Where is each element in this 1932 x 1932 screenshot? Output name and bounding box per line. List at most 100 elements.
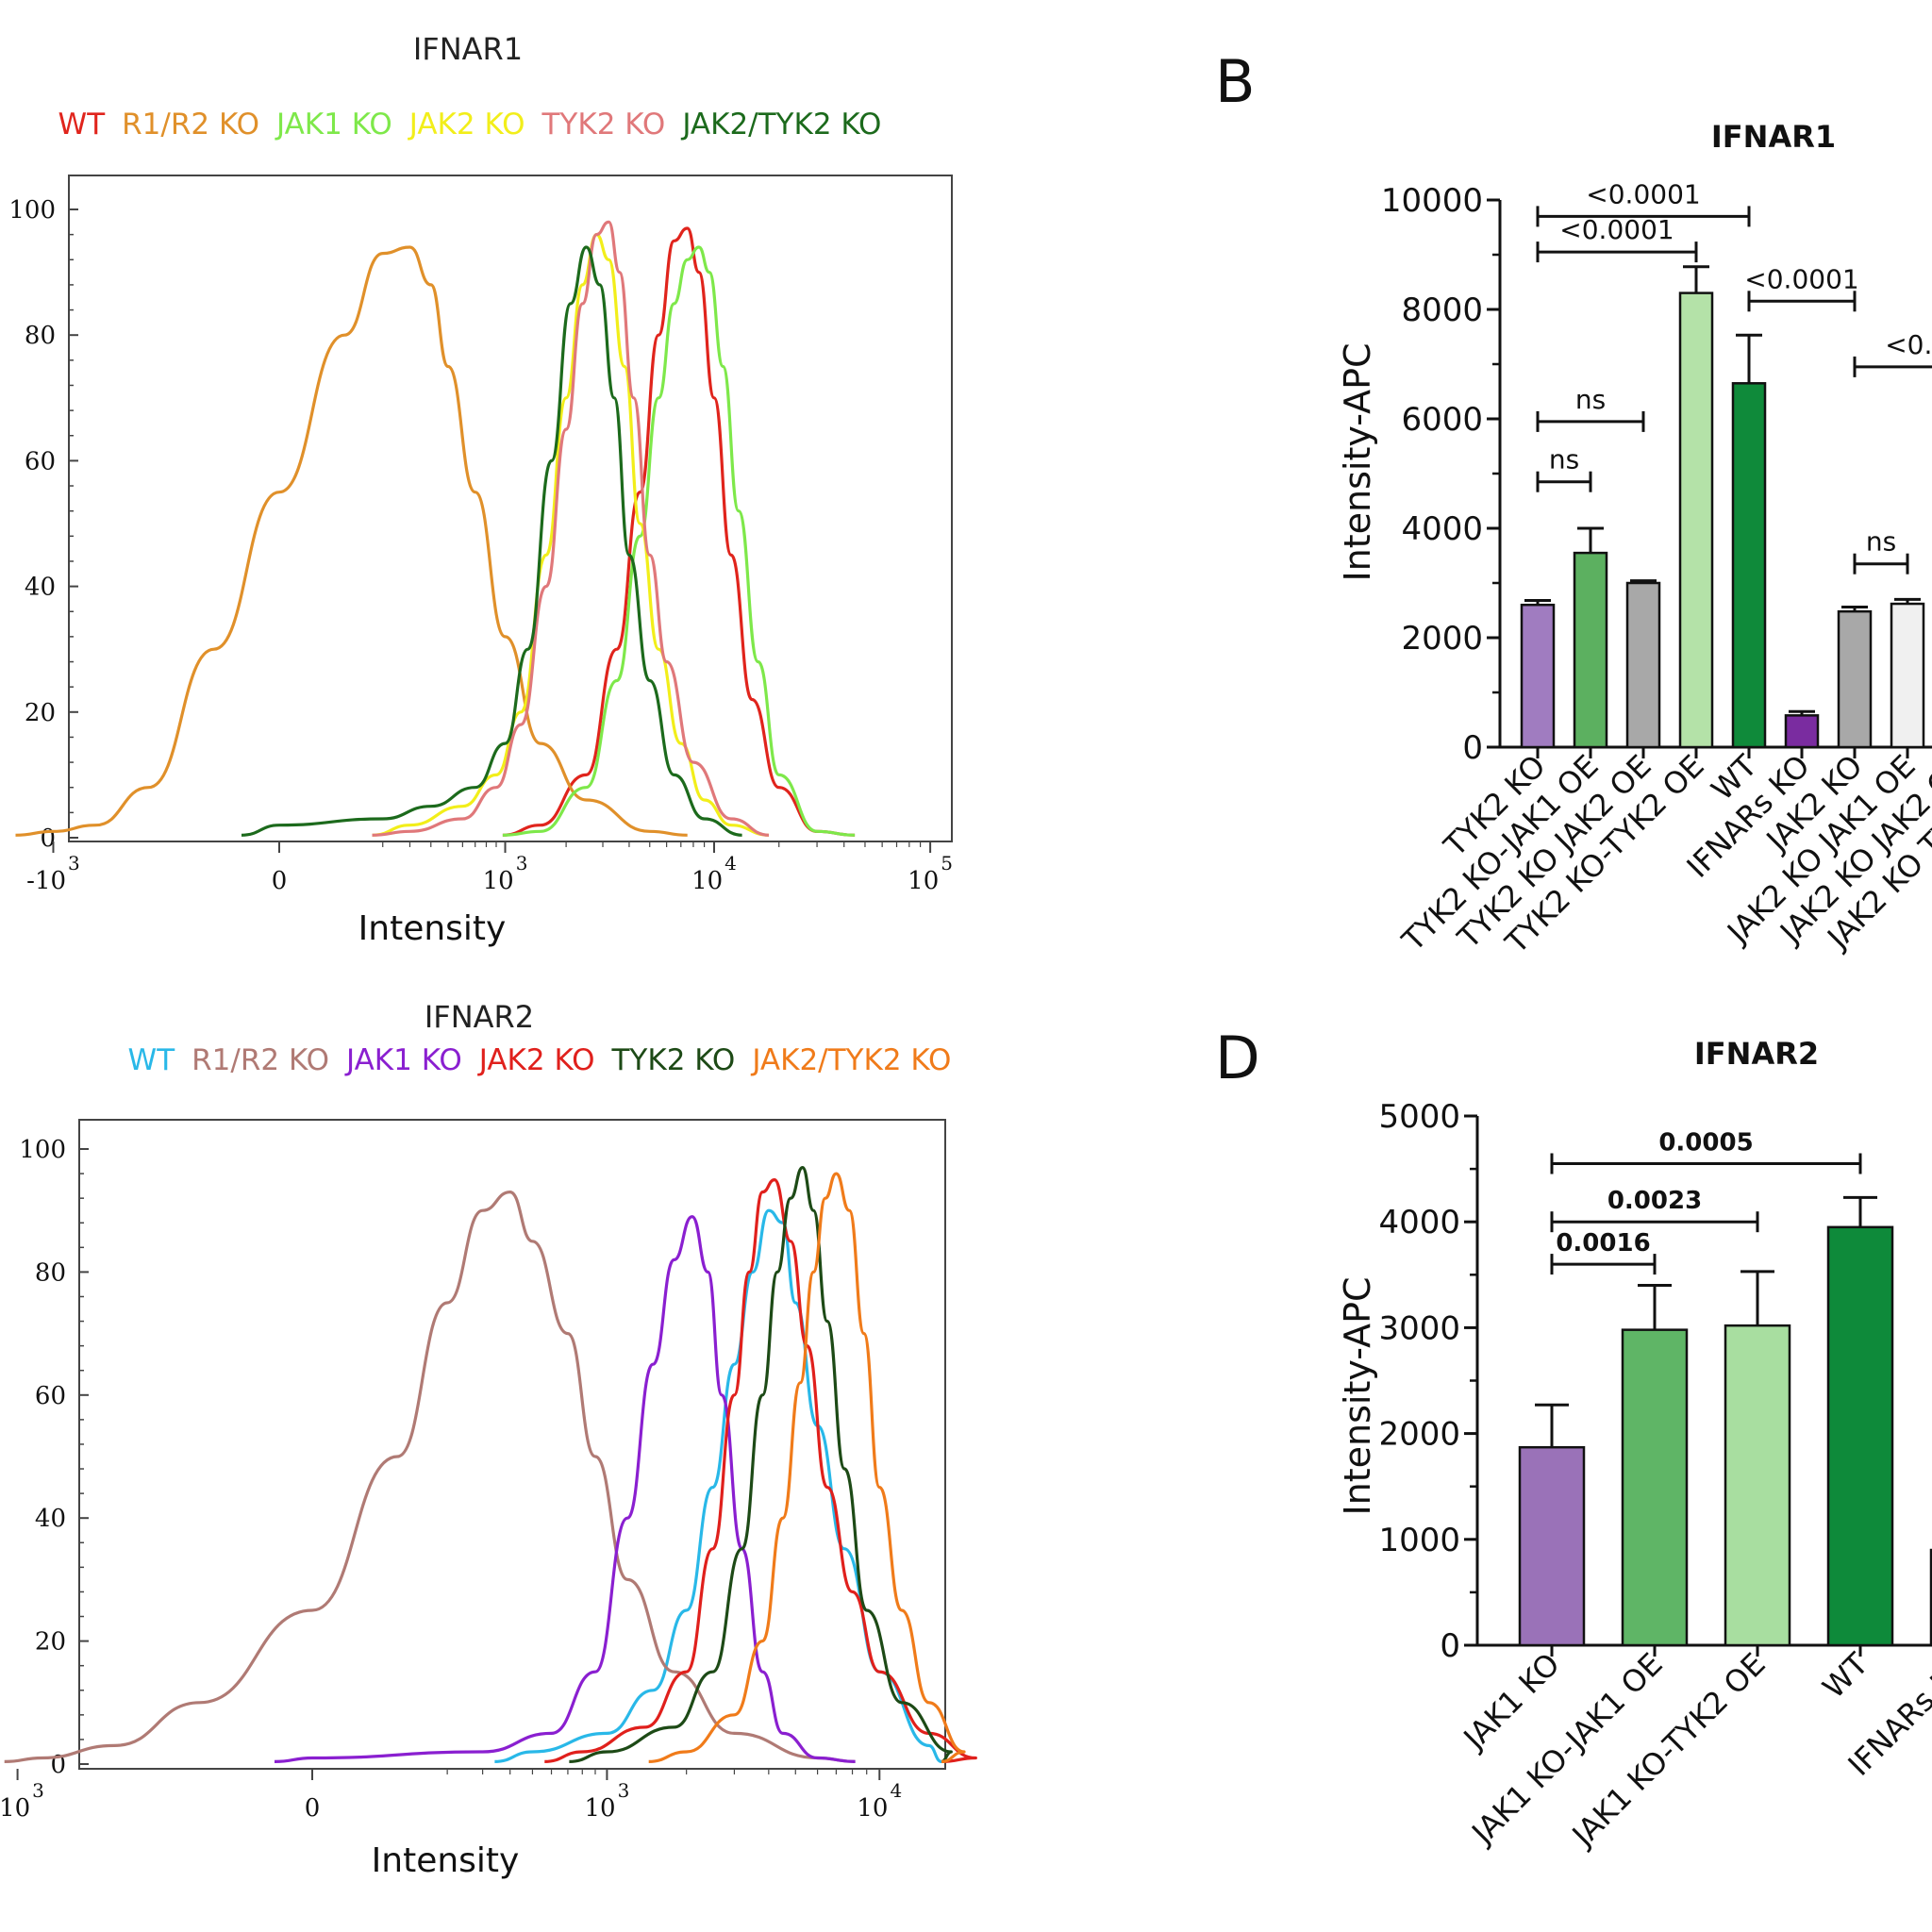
- hist-ifnar2-y-tick-label: 80: [35, 1258, 66, 1287]
- hist-ifnar1-y-tick-label: 40: [25, 574, 56, 602]
- hist-ifnar1-curve-r1-r2-ko: [15, 245, 688, 837]
- bar-ifnar2-sig-label: 0.0023: [1607, 1187, 1702, 1215]
- bar-ifnar2-category-jak1-ko-jak1-oe: JAK1 KO-JAK1 OE: [1463, 1646, 1669, 1852]
- hist-ifnar1-y-tick-label: 60: [25, 447, 56, 475]
- hist-ifnar1-curve-jak1-ko: [502, 245, 856, 837]
- hist-ifnar1-title: IFNAR1: [413, 31, 523, 67]
- bar-ifnar2-y-tick-label: 4000: [1378, 1204, 1460, 1241]
- hist-ifnar2-curve-jak1-ko: [274, 1215, 856, 1763]
- hist-ifnar2-legend-jak2-ko: JAK2 KO: [477, 1043, 595, 1077]
- hist-ifnar2-curve-tyk2-ko: [569, 1166, 953, 1763]
- hist-ifnar1-curve-jak2-ko: [372, 233, 770, 837]
- bar-ifnar2-bars: [1518, 1195, 1932, 1647]
- bar-ifnar2-y-tick-label: 5000: [1378, 1098, 1460, 1136]
- bar-ifnar2-y-label: Intensity-APC: [1337, 1276, 1378, 1515]
- hist-ifnar2-x-tick-label: 0: [305, 1794, 321, 1823]
- hist-ifnar2-x-axis: -103 0 103 104: [0, 1769, 902, 1823]
- hist-ifnar1-legend-jak2-ko: JAK2 KO: [408, 108, 525, 142]
- hist-ifnar1-curve-tyk2-ko: [372, 220, 770, 837]
- hist-ifnar1-legend: WT R1/R2 KO JAK1 KO JAK2 KO TYK2 KO JAK2/TYK2…: [58, 108, 882, 142]
- bar-ifnar1-axes: 0 2000 4000 6000 8000 10000: [1381, 182, 1932, 767]
- bar-ifnar1-bar-tyk2-ko-jak1-oe: [1573, 551, 1608, 749]
- bar-ifnar1-sig-label: ns: [1575, 384, 1606, 415]
- bar-ifnar1-y-tick-label: 0: [1462, 729, 1483, 767]
- bar-ifnar1-bar-tyk2-ko: [1520, 603, 1556, 749]
- bar-ifnar1-sig-label: <0.0001: [1586, 178, 1700, 209]
- bar-ifnar2-y-tick-label: 2000: [1378, 1416, 1460, 1454]
- bar-ifnar2-sig-label: 0.0005: [1658, 1128, 1753, 1157]
- bar-ifnar1-bar-jak2-ko-jak1-oe: [1890, 602, 1925, 749]
- hist-ifnar1-x-tick-label: 105: [908, 852, 953, 895]
- bar-ifnar1-bar-jak2-ko: [1837, 609, 1873, 749]
- hist-ifnar1-x-tick-label: 0: [272, 867, 288, 895]
- hist-ifnar2-curve-r1-r2-ko: [4, 1191, 856, 1763]
- bar-ifnar1-y-tick-label: 8000: [1401, 291, 1483, 329]
- hist-ifnar2-y-tick-label: 60: [35, 1382, 66, 1410]
- hist-ifnar1-curves: [15, 220, 856, 837]
- hist-ifnar2-legend: WT R1/R2 KO JAK1 KO JAK2 KO TYK2 KO JAK2/TYK2…: [128, 1043, 952, 1077]
- bar-ifnar2-bar-jak1-ko-jak1-oe: [1621, 1328, 1689, 1647]
- hist-ifnar1-panel: IFNAR1 WT R1/R2 KO JAK1 KO JAK2 KO TYK2 KO JA…: [8, 31, 953, 948]
- hist-ifnar2-curve-wt: [494, 1208, 942, 1763]
- bar-ifnar1-sig-label: ns: [1866, 526, 1896, 558]
- bar-ifnar1-sig-label: <0.0001: [1744, 263, 1858, 294]
- hist-ifnar1-y-tick-label: 20: [25, 699, 56, 727]
- bar-ifnar1-y-tick-label: 2000: [1401, 620, 1483, 658]
- bar-ifnar2-y-tick-label: 3000: [1378, 1309, 1460, 1347]
- panel-letter-d: D: [1215, 1024, 1260, 1092]
- hist-ifnar2-x-label: Intensity: [372, 1841, 520, 1880]
- bar-ifnar1-y-label: Intensity-APC: [1337, 342, 1378, 581]
- bar-ifnar2-y-tick-label: 1000: [1378, 1522, 1460, 1559]
- hist-ifnar2-y-tick-label: 100: [19, 1136, 66, 1164]
- hist-ifnar2-curve-jak2-tyk2-ko: [648, 1172, 966, 1763]
- hist-ifnar1-plot-frame: [68, 175, 953, 842]
- bar-ifnar2-bar-wt: [1826, 1225, 1894, 1647]
- hist-ifnar1-legend-jak2-tyk2-ko: JAK2/TYK2 KO: [680, 108, 881, 142]
- panel-letter-b: B: [1215, 47, 1256, 116]
- bar-ifnar1-sig-label: ns: [1549, 444, 1579, 475]
- bar-ifnar2-bar-jak1-ko-tyk2-oe: [1724, 1324, 1791, 1647]
- hist-ifnar2-x-tick-label: -103: [0, 1779, 44, 1823]
- bar-ifnar1-y-tick-label: 10000: [1381, 182, 1483, 220]
- bar-ifnar2-title: IFNAR2: [1694, 1036, 1819, 1072]
- hist-ifnar1-legend-wt: WT: [58, 108, 107, 142]
- hist-ifnar1-x-tick-label: 104: [691, 852, 737, 895]
- hist-ifnar2-y-tick-label: 40: [35, 1505, 66, 1533]
- hist-ifnar2-legend-wt: WT: [128, 1043, 176, 1077]
- bar-ifnar2-sig-label: 0.0016: [1556, 1229, 1650, 1257]
- bar-ifnar1-y-tick-label: 4000: [1401, 510, 1483, 548]
- hist-ifnar2-legend-jak1-ko: JAK1 KO: [344, 1043, 462, 1077]
- bar-ifnar1-bar-tyk2-ko-jak2-oe: [1625, 581, 1661, 749]
- bar-ifnar1-bars: [1520, 265, 1925, 749]
- hist-ifnar1-y-tick-label: 80: [25, 322, 56, 350]
- bar-ifnar1-bar-tyk2-ko-tyk2-oe: [1678, 291, 1714, 749]
- bar-ifnar1-significance: <0.0001 <0.0001 <0.0001 <0.000 ns ns ns: [1536, 178, 1932, 575]
- bar-ifnar1-sig-label: <0.0001: [1559, 214, 1674, 245]
- hist-ifnar1-x-tick-label: 103: [483, 852, 528, 895]
- hist-ifnar1-legend-r1-r2-ko: R1/R2 KO: [122, 108, 259, 142]
- hist-ifnar2-panel: IFNAR2 WT R1/R2 KO JAK1 KO JAK2 KO TYK2 KO JA…: [0, 999, 977, 1880]
- hist-ifnar1-x-label: Intensity: [358, 909, 507, 948]
- bar-ifnar1-bar-wt: [1731, 382, 1767, 749]
- bar-ifnar2-category-jak1-ko-tyk2-oe: JAK1 KO-TYK2 OE: [1564, 1646, 1773, 1855]
- hist-ifnar1-y-tick-label: 100: [8, 196, 56, 225]
- hist-ifnar1-curve-wt: [502, 226, 856, 837]
- hist-ifnar2-legend-tyk2-ko: TYK2 KO: [611, 1043, 736, 1077]
- hist-ifnar1-legend-jak1-ko: JAK1 KO: [275, 108, 392, 142]
- bar-ifnar1-y-tick-label: 6000: [1401, 401, 1483, 439]
- hist-ifnar2-legend-jak2-tyk2-ko: JAK2/TYK2 KO: [750, 1043, 951, 1077]
- hist-ifnar2-curves: [4, 1166, 977, 1763]
- hist-ifnar1-x-axis: -103 0 103 104 105: [26, 841, 953, 895]
- bar-ifnar2-category-wt: WT: [1816, 1645, 1875, 1705]
- hist-ifnar1-legend-tyk2-ko: TYK2 KO: [541, 108, 666, 142]
- bar-ifnar1-sig-label: <0.000: [1885, 329, 1932, 360]
- bar-ifnar1-panel: B IFNAR1 Intensity-APC 0 2000 4000 6000 8000…: [1215, 47, 1932, 961]
- bar-ifnar2-bar-jak1-ko: [1518, 1445, 1586, 1647]
- bar-ifnar2-significance: 0.0005 0.0023 0.0016: [1550, 1128, 1862, 1275]
- bar-ifnar2-y-tick-label: 0: [1440, 1627, 1460, 1665]
